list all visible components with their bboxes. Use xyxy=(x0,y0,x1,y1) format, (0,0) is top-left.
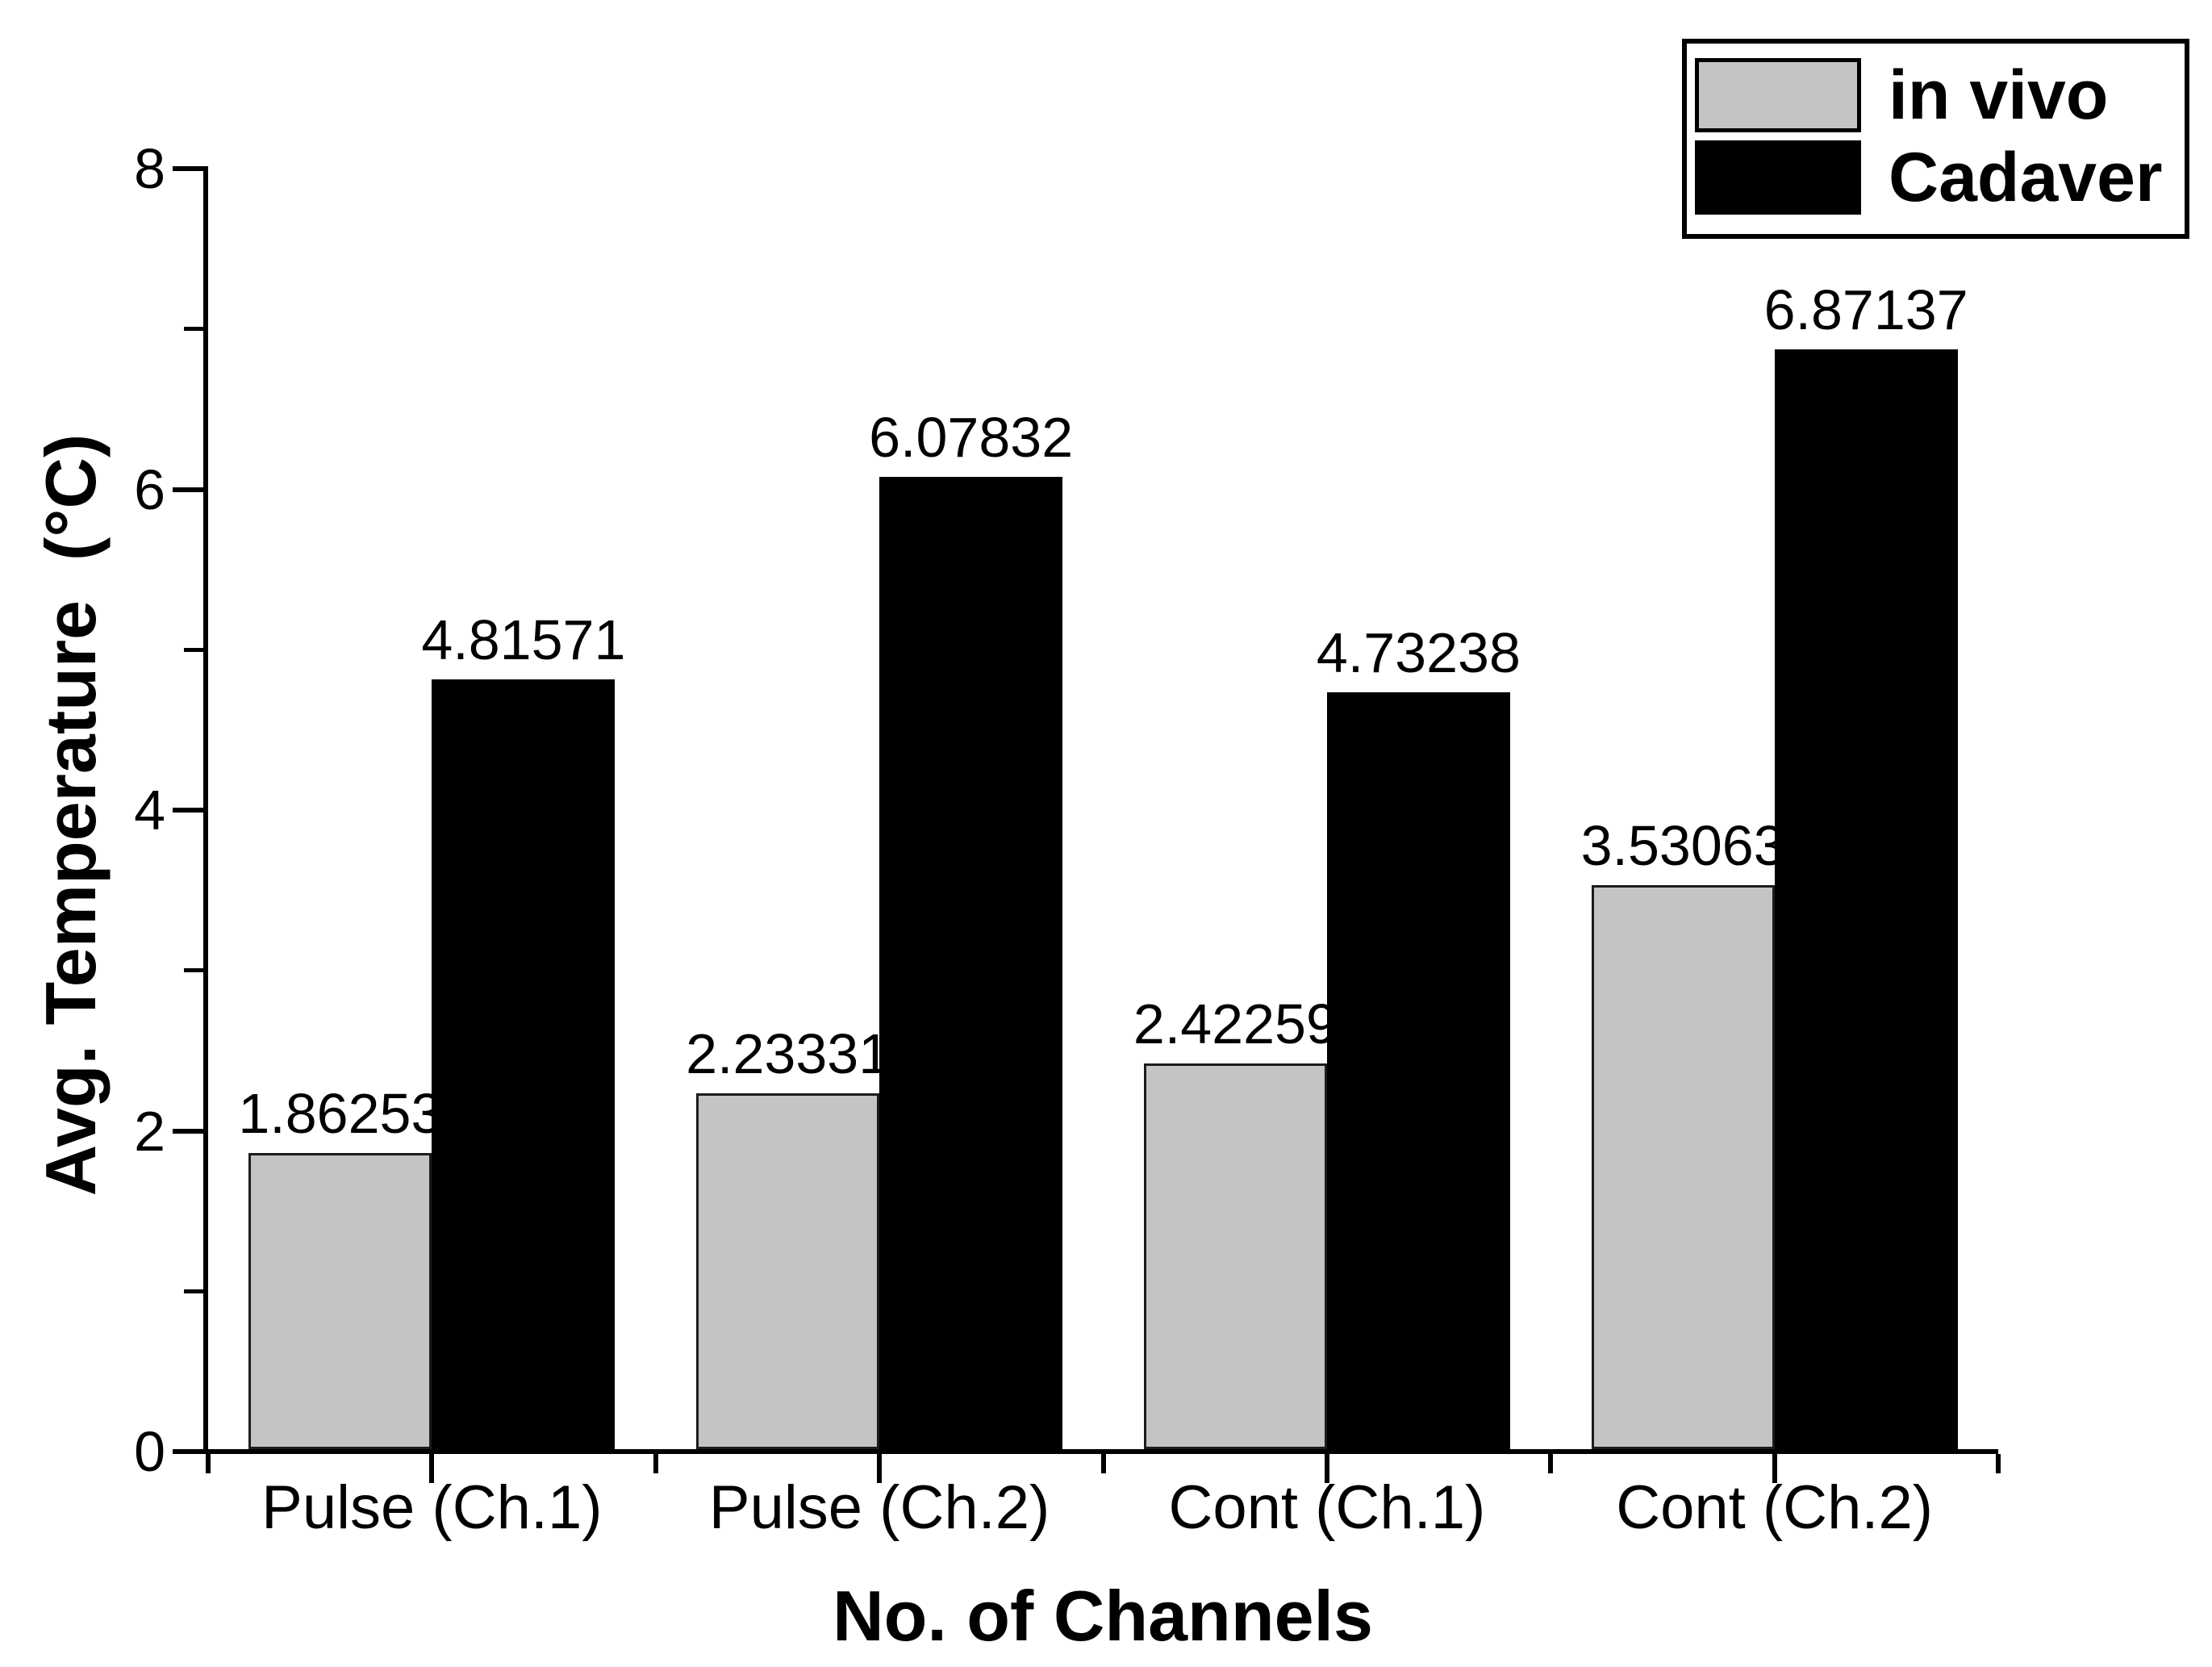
y-axis-minor-tick xyxy=(184,968,203,973)
legend-label: in vivo xyxy=(1889,56,2109,134)
legend-label: Cadaver xyxy=(1889,139,2163,216)
x-axis-minor-tick xyxy=(1996,1454,2001,1473)
x-axis-minor-tick xyxy=(1548,1454,1554,1473)
y-axis-major-tick xyxy=(173,1128,203,1134)
bar-value-label: 4.81571 xyxy=(421,608,626,671)
bar-invivo xyxy=(696,1093,880,1449)
x-axis-title: No. of Channels xyxy=(833,1576,1373,1656)
x-axis-line xyxy=(203,1449,1998,1454)
bar-value-label: 1.86253 xyxy=(238,1081,443,1145)
bar-value-label: 2.23331 xyxy=(686,1022,891,1086)
legend-item: in vivo xyxy=(1695,58,2185,132)
legend-swatch-invivo xyxy=(1695,58,1861,132)
x-axis-category-label: Cont (Ch.1) xyxy=(1168,1473,1486,1542)
y-axis-tick-label: 8 xyxy=(134,137,165,200)
x-axis-minor-tick xyxy=(206,1454,211,1473)
bar-value-label: 6.87137 xyxy=(1763,278,1968,342)
y-axis-minor-tick xyxy=(184,647,203,652)
y-axis-major-tick xyxy=(173,166,203,171)
bar-invivo xyxy=(248,1152,432,1449)
x-axis-category-label: Pulse (Ch.1) xyxy=(261,1473,603,1542)
x-axis-major-tick xyxy=(429,1454,435,1483)
y-axis-tick-label: 6 xyxy=(134,457,165,521)
y-axis-major-tick xyxy=(173,1449,203,1454)
x-axis-major-tick xyxy=(1324,1454,1329,1483)
bar-value-label: 3.53063 xyxy=(1580,814,1785,878)
y-axis-minor-tick xyxy=(184,327,203,332)
y-axis-tick-label: 2 xyxy=(134,1099,165,1163)
bar-cadaver xyxy=(432,679,616,1449)
x-axis-category-label: Cont (Ch.2) xyxy=(1616,1473,1934,1542)
bar-cadaver xyxy=(1774,349,1958,1449)
legend-item: Cadaver xyxy=(1695,140,2185,215)
bar-value-label: 2.42259 xyxy=(1133,992,1338,1055)
x-axis-major-tick xyxy=(877,1454,883,1483)
legend: in vivo Cadaver xyxy=(1682,39,2189,239)
y-axis-major-tick xyxy=(173,487,203,492)
y-axis-minor-tick xyxy=(184,1289,203,1293)
y-axis-major-tick xyxy=(173,808,203,813)
x-axis-minor-tick xyxy=(653,1454,658,1473)
y-axis-tick-label: 0 xyxy=(134,1420,165,1483)
x-axis-category-label: Pulse (Ch.2) xyxy=(708,1473,1050,1542)
x-axis-major-tick xyxy=(1772,1454,1777,1483)
bar-invivo xyxy=(1591,885,1775,1449)
bar-cadaver xyxy=(1326,692,1510,1449)
x-axis-minor-tick xyxy=(1100,1454,1106,1473)
bar-value-label: 6.07832 xyxy=(869,405,1074,469)
y-axis-line xyxy=(203,166,208,1454)
bar-invivo xyxy=(1143,1063,1327,1449)
legend-swatch-cadaver xyxy=(1695,140,1861,215)
bar-cadaver xyxy=(879,476,1063,1449)
y-axis-tick-label: 4 xyxy=(134,779,165,842)
bar-value-label: 4.73238 xyxy=(1316,621,1521,685)
